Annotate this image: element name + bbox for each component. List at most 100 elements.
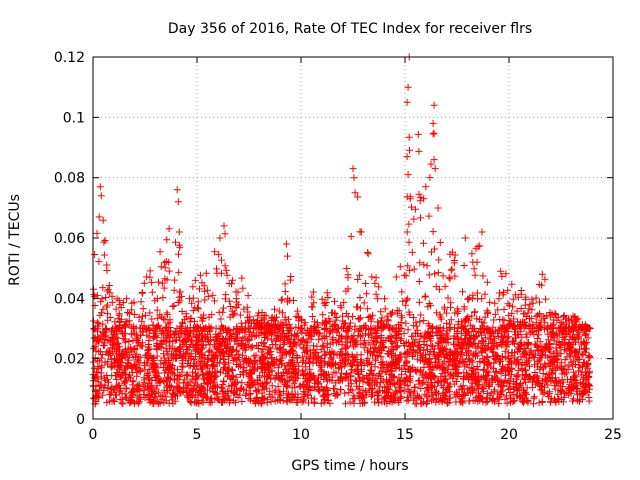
data-point [109,339,117,347]
data-point [446,380,454,388]
data-point [377,375,385,383]
data-point [403,153,411,161]
data-point [264,320,272,328]
data-point [313,359,321,367]
data-point [344,350,352,358]
data-point [435,377,443,385]
data-point [133,385,141,393]
data-point [299,356,307,364]
data-point [572,318,580,326]
data-point [497,370,505,377]
data-point [152,377,160,384]
data-point [142,326,150,333]
data-point [123,376,131,384]
data-point [274,321,282,328]
data-point [295,383,303,391]
data-point [441,352,449,360]
data-point [330,368,338,376]
data-point [199,399,207,407]
data-point [354,193,362,201]
data-point [360,299,368,307]
data-point [543,325,551,332]
data-point [530,374,537,382]
data-point [537,316,545,324]
data-point [113,295,121,303]
data-point [213,352,221,360]
data-point [483,368,491,375]
data-point [143,391,151,399]
data-point [152,325,159,333]
data-point [504,349,512,357]
data-point [269,359,277,367]
data-point [319,311,327,319]
data-point [504,300,512,308]
data-point [420,195,428,203]
data-point [466,294,474,302]
data-point [263,379,271,387]
data-point [464,371,472,379]
data-point [460,262,468,269]
data-point [432,354,440,362]
y-tick-labels: 0 0.02 0.04 0.06 0.08 0.1 0.12 [54,50,85,428]
data-point [194,298,202,306]
data-point [438,338,446,346]
data-point [428,248,435,256]
data-point [190,385,198,392]
data-point [518,359,526,366]
data-point [355,374,363,382]
data-point [245,342,253,350]
data-point [97,298,105,306]
data-point [194,372,202,380]
data-point [124,345,132,353]
data-point [498,365,506,373]
data-point [349,165,357,173]
data-point [522,367,530,375]
data-point [208,398,216,406]
data-point [96,348,104,356]
data-point [111,318,119,326]
data-point [368,273,376,281]
data-point [351,322,359,330]
data-point [205,325,213,332]
data-point [115,346,123,354]
data-point [544,390,552,398]
data-point [359,378,367,386]
data-point [411,349,419,357]
data-point [280,387,287,395]
data-point [565,361,573,369]
data-point [522,351,530,359]
data-point [536,298,543,306]
data-point [483,353,491,361]
data-point [107,362,115,370]
data-point [103,399,111,407]
data-point [139,312,146,320]
data-point [377,308,385,316]
data-point [578,380,586,388]
data-point [260,359,268,367]
data-point [525,355,533,363]
data-point [169,303,177,310]
data-point [500,324,508,332]
data-point [163,236,171,244]
data-point [232,288,240,296]
data-point [415,298,423,306]
data-point [192,376,200,384]
data-point [406,378,414,386]
data-point [330,350,338,358]
data-point [290,369,298,377]
data-point [548,359,556,366]
data-point [521,349,529,357]
data-point [371,398,379,406]
data-point [461,390,469,398]
data-point [435,256,443,264]
data-point [388,353,396,361]
data-point [580,390,587,398]
data-point [498,341,506,349]
data-point [136,341,144,349]
data-point [432,329,440,337]
data-point [176,336,184,344]
data-point [478,295,486,303]
data-point [496,289,503,297]
data-point [387,381,394,389]
data-point [139,305,147,313]
